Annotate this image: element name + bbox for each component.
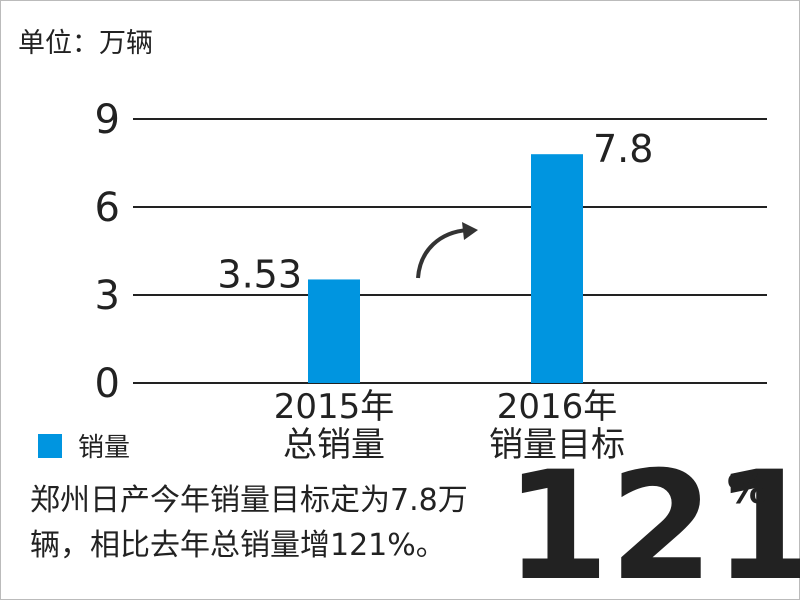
x-tick-label: 2016年 销量目标 xyxy=(489,387,625,465)
y-tick-label: 0 xyxy=(95,361,120,407)
legend-label: 销量 xyxy=(78,433,130,463)
y-tick-label: 6 xyxy=(95,185,120,231)
bar xyxy=(308,279,360,383)
value-label: 3.53 xyxy=(217,252,302,296)
annotation: 郑州日产今年销量目标定为7.8万辆，相比去年总销量增121%。 xyxy=(30,483,468,563)
arrow xyxy=(416,228,469,279)
unit-label: 单位：万辆 xyxy=(18,28,153,59)
highlight-number: 121 xyxy=(505,440,800,600)
highlight-unit: % xyxy=(727,467,767,513)
x-tick-label: 2015年 总销量 xyxy=(273,387,395,465)
legend-swatch xyxy=(38,434,62,458)
y-tick-label: 3 xyxy=(95,273,120,319)
value-label: 7.8 xyxy=(593,127,653,171)
bar xyxy=(531,154,583,383)
arrow-head xyxy=(462,222,478,240)
y-tick-label: 9 xyxy=(95,97,120,143)
